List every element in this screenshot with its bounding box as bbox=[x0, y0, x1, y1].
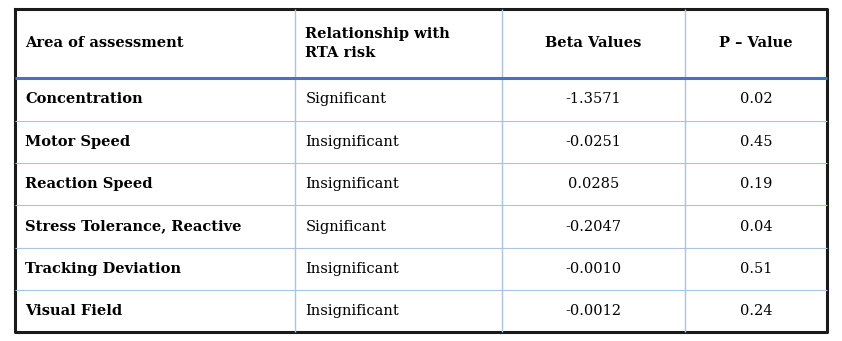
Text: Beta Values: Beta Values bbox=[546, 36, 642, 50]
Text: -1.3571: -1.3571 bbox=[566, 92, 621, 106]
Text: 0.45: 0.45 bbox=[739, 135, 772, 149]
Text: 0.04: 0.04 bbox=[739, 220, 772, 234]
Text: P – Value: P – Value bbox=[719, 36, 792, 50]
Text: Significant: Significant bbox=[306, 92, 386, 106]
Text: Visual Field: Visual Field bbox=[25, 304, 122, 318]
Text: 0.0285: 0.0285 bbox=[568, 177, 619, 191]
Text: -0.2047: -0.2047 bbox=[566, 220, 621, 234]
Text: Area of assessment: Area of assessment bbox=[25, 36, 184, 50]
Text: 0.51: 0.51 bbox=[739, 262, 772, 276]
Text: Significant: Significant bbox=[306, 220, 386, 234]
Text: Relationship with
RTA risk: Relationship with RTA risk bbox=[306, 27, 450, 60]
Text: Reaction Speed: Reaction Speed bbox=[25, 177, 152, 191]
Text: 0.19: 0.19 bbox=[739, 177, 772, 191]
Text: Motor Speed: Motor Speed bbox=[25, 135, 131, 149]
Text: Tracking Deviation: Tracking Deviation bbox=[25, 262, 181, 276]
Text: -0.0251: -0.0251 bbox=[566, 135, 621, 149]
Text: Insignificant: Insignificant bbox=[306, 177, 399, 191]
Text: 0.24: 0.24 bbox=[739, 304, 772, 318]
Text: -0.0010: -0.0010 bbox=[566, 262, 621, 276]
Text: Concentration: Concentration bbox=[25, 92, 143, 106]
Text: -0.0012: -0.0012 bbox=[566, 304, 621, 318]
Text: Insignificant: Insignificant bbox=[306, 262, 399, 276]
Text: Stress Tolerance, Reactive: Stress Tolerance, Reactive bbox=[25, 220, 242, 234]
Text: Insignificant: Insignificant bbox=[306, 135, 399, 149]
Text: Insignificant: Insignificant bbox=[306, 304, 399, 318]
Text: 0.02: 0.02 bbox=[739, 92, 772, 106]
